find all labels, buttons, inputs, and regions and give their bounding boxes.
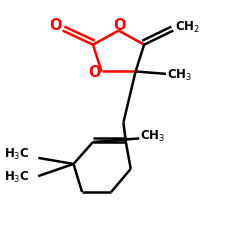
Text: CH$_3$: CH$_3$ [167, 68, 192, 83]
Text: H$_3$C: H$_3$C [4, 170, 30, 185]
Text: O: O [49, 18, 62, 33]
Text: CH$_3$: CH$_3$ [140, 128, 165, 144]
Text: O: O [88, 65, 101, 80]
Text: H$_3$C: H$_3$C [4, 148, 30, 162]
Text: CH$_2$: CH$_2$ [176, 20, 201, 35]
Text: O: O [114, 18, 126, 33]
